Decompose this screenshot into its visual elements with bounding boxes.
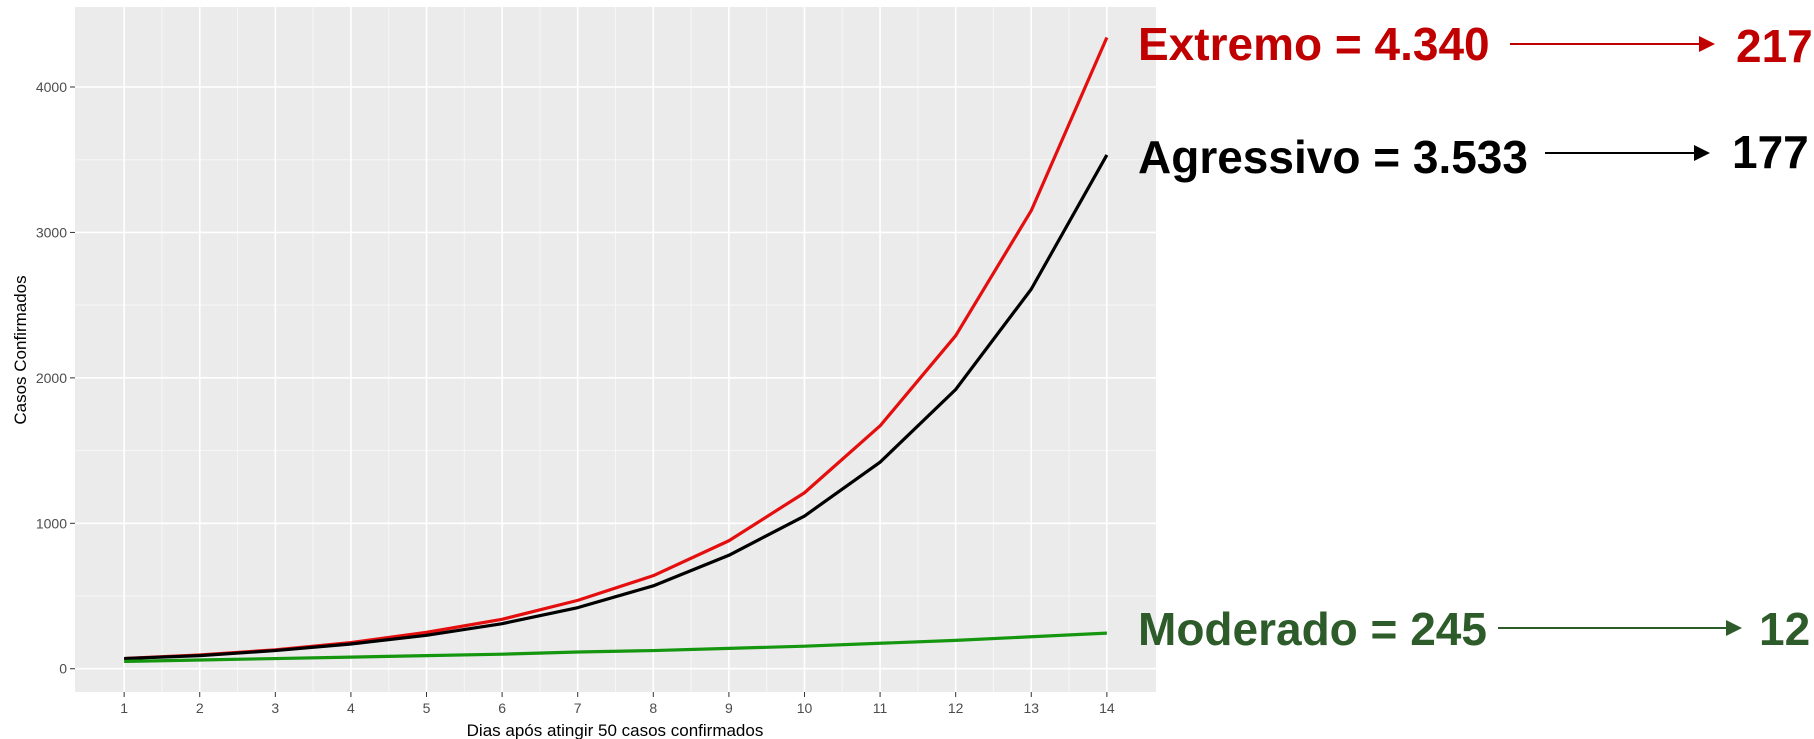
- annotation-label: Agressivo = 3.533: [1138, 131, 1528, 183]
- annotation-label: Extremo = 4.340: [1138, 18, 1490, 70]
- annotation-label: Moderado = 245: [1138, 603, 1487, 655]
- y-tick-label: 3000: [36, 224, 67, 240]
- x-tick-label: 2: [196, 700, 204, 716]
- series-line: [124, 631, 1107, 664]
- x-tick-label: 10: [797, 700, 813, 716]
- x-tick-label: 3: [271, 700, 279, 716]
- x-tick-label: 11: [873, 700, 888, 716]
- annotation-result: 177: [1732, 126, 1809, 178]
- y-axis-title: Casos Confirmados: [11, 275, 30, 424]
- x-tick-label: 1: [120, 700, 128, 716]
- x-tick-label: 6: [498, 700, 506, 716]
- x-tick-label: 13: [1023, 700, 1039, 716]
- y-tick-label: 1000: [36, 515, 67, 531]
- x-axis-title: Dias após atingir 50 casos confirmados: [467, 721, 764, 739]
- x-tick-label: 9: [725, 700, 733, 716]
- x-tick-label: 8: [649, 700, 657, 716]
- annotation-result: 217: [1736, 20, 1813, 72]
- y-tick-label: 4000: [36, 79, 67, 95]
- x-tick-label: 7: [574, 700, 582, 716]
- annotation-result: 12: [1759, 603, 1810, 655]
- y-tick-label: 0: [59, 661, 67, 677]
- y-tick-label: 2000: [36, 370, 67, 386]
- x-tick-label: 12: [948, 700, 964, 716]
- x-tick-label: 14: [1099, 700, 1115, 716]
- x-tick-label: 5: [423, 700, 431, 716]
- series-line: [124, 154, 1109, 661]
- x-tick-label: 4: [347, 700, 355, 716]
